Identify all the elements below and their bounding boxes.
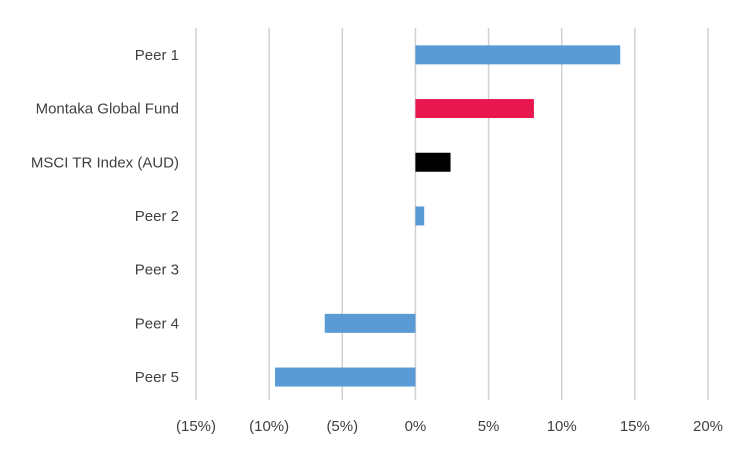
- bar-peer-5: [274, 367, 416, 387]
- category-labels: Peer 1 Montaka Global Fund MSCI TR Index (…: [31, 47, 179, 386]
- bars: [274, 45, 621, 387]
- x-tick-label: (5%): [326, 418, 358, 435]
- x-tick-labels: (15%) (10%) (5%) 0% 5% 10% 15% 20%: [176, 418, 723, 435]
- category-label-peer-1: Peer 1: [135, 47, 179, 64]
- x-tick-label: (15%): [176, 418, 216, 435]
- category-label-peer-4: Peer 4: [135, 315, 179, 332]
- x-tick-label: 15%: [620, 418, 650, 435]
- bar-peer-1: [415, 45, 621, 65]
- bar-peer-2: [415, 206, 425, 226]
- x-tick-label: (10%): [249, 418, 289, 435]
- x-tick-label: 5%: [478, 418, 500, 435]
- x-tick-label: 0%: [405, 418, 427, 435]
- category-label-msci-tr-index-aud: MSCI TR Index (AUD): [31, 154, 179, 171]
- x-tick-label: 10%: [547, 418, 577, 435]
- category-label-peer-5: Peer 5: [135, 369, 179, 386]
- x-tick-label: 20%: [693, 418, 723, 435]
- bar-montaka-global-fund: [415, 99, 534, 119]
- category-label-peer-3: Peer 3: [135, 262, 179, 279]
- gridlines: [195, 28, 709, 400]
- category-label-peer-2: Peer 2: [135, 208, 179, 225]
- category-label-montaka-global-fund: Montaka Global Fund: [36, 101, 179, 118]
- bar-peer-4: [324, 313, 416, 333]
- bar-msci-tr-index-aud: [415, 152, 451, 172]
